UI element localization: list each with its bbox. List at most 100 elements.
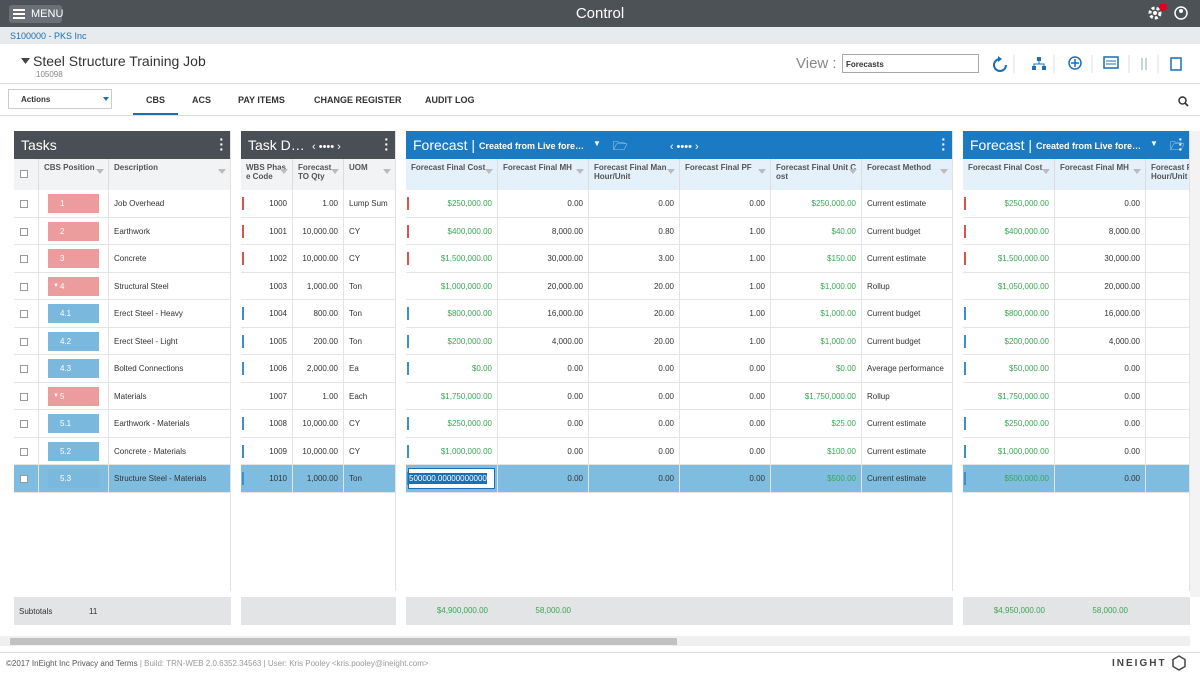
cell-text[interactable]: Current budget: [867, 309, 920, 318]
cell-text[interactable]: 1.00: [749, 282, 765, 291]
filter-icon[interactable]: [758, 169, 766, 178]
cell-text[interactable]: 3.00: [658, 254, 674, 263]
panel-subtitle[interactable]: Created from Live forecast: [1036, 141, 1146, 151]
cell-text[interactable]: CY: [349, 254, 360, 263]
cell-text[interactable]: 0.00: [658, 447, 674, 456]
cell-text[interactable]: $1,050,000.00: [998, 282, 1049, 291]
cell-text[interactable]: $250,000.00: [448, 419, 493, 428]
panel-menu[interactable]: ···: [219, 137, 224, 152]
cell-text[interactable]: Ton: [349, 282, 362, 291]
checkbox[interactable]: [20, 475, 28, 483]
cell-text[interactable]: $1,000,000.00: [441, 447, 492, 456]
filter-icon[interactable]: [1133, 169, 1141, 178]
cell-text[interactable]: $1,000.00: [820, 337, 856, 346]
cell-text[interactable]: Rollup: [867, 392, 890, 401]
cell-text[interactable]: 0.00: [749, 392, 765, 401]
checkbox[interactable]: [20, 283, 28, 291]
cell-text[interactable]: 1001: [269, 227, 287, 236]
cbs-position[interactable]: 3: [48, 249, 99, 268]
cell-text[interactable]: 0.00: [567, 419, 583, 428]
cell-text[interactable]: 1.00: [322, 199, 338, 208]
column-header[interactable]: Forecast Final MH: [1055, 159, 1146, 190]
cell-text[interactable]: Current budget: [867, 227, 920, 236]
checkbox[interactable]: [20, 393, 28, 401]
cell-text[interactable]: 0.00: [749, 419, 765, 428]
cell-text[interactable]: 0.00: [567, 447, 583, 456]
cell-text[interactable]: Average performance: [867, 364, 944, 373]
cell-text[interactable]: Current budget: [867, 337, 920, 346]
cell-text[interactable]: 0.00: [749, 474, 765, 483]
cell-text[interactable]: Materials: [114, 392, 146, 401]
cell-text[interactable]: 800.00: [314, 309, 338, 318]
cell-text[interactable]: CY: [349, 419, 360, 428]
toolbar-icons[interactable]: [990, 53, 1190, 75]
vertical-scrollbar[interactable]: [1190, 131, 1200, 597]
cell-text[interactable]: 1010: [269, 474, 287, 483]
filter-icon[interactable]: [218, 169, 226, 178]
cell-text[interactable]: Rollup: [867, 282, 890, 291]
cell-text[interactable]: $400,000.00: [448, 227, 493, 236]
cell-text[interactable]: 20,000.00: [547, 282, 583, 291]
checkbox[interactable]: [20, 448, 28, 456]
cell-text[interactable]: 30,000.00: [547, 254, 583, 263]
cell-text[interactable]: $1,500,000.00: [441, 254, 492, 263]
cbs-position[interactable]: ▼5: [48, 387, 99, 406]
filter-icon[interactable]: [485, 169, 493, 178]
cell-text[interactable]: $1,000.00: [820, 309, 856, 318]
cell-text[interactable]: 0.00: [1124, 419, 1140, 428]
column-header[interactable]: Description: [109, 159, 231, 190]
cell-text[interactable]: $1,750,000.00: [998, 392, 1049, 401]
cell-text[interactable]: $1,750,000.00: [441, 392, 492, 401]
cell-text[interactable]: 16,000.00: [547, 309, 583, 318]
scroll-thumb[interactable]: [10, 638, 677, 645]
cell-text[interactable]: 1.00: [749, 309, 765, 318]
cell-text[interactable]: 2,000.00: [307, 364, 338, 373]
cell-text[interactable]: $100.00: [827, 447, 856, 456]
cell-text[interactable]: 1000: [269, 199, 287, 208]
cell-text[interactable]: Structure Steel - Materials: [114, 474, 206, 483]
cell-text[interactable]: $1,750,000.00: [805, 392, 856, 401]
cell-text[interactable]: 1008: [269, 419, 287, 428]
tab[interactable]: AUDIT LOG: [425, 95, 475, 105]
checkbox[interactable]: [20, 255, 28, 263]
cell-text[interactable]: Erect Steel - Light: [114, 337, 178, 346]
cell-text[interactable]: $400,000.00: [1005, 227, 1050, 236]
column-header[interactable]: Forecast TO Qty: [293, 159, 344, 190]
cell-text[interactable]: $150.00: [827, 254, 856, 263]
cell-text[interactable]: 10,000.00: [302, 227, 338, 236]
cbs-position[interactable]: ▼4: [48, 277, 99, 296]
panel-nav[interactable]: ‹ •••• ›: [670, 141, 699, 153]
cell-text[interactable]: 20.00: [654, 309, 674, 318]
cell-text[interactable]: Current estimate: [867, 447, 926, 456]
cell-text[interactable]: Current estimate: [867, 254, 926, 263]
cell-text[interactable]: 0.00: [1124, 392, 1140, 401]
cell-text[interactable]: $1,500,000.00: [998, 254, 1049, 263]
cell-text[interactable]: 30,000.00: [1104, 254, 1140, 263]
cell-text[interactable]: 20,000.00: [1104, 282, 1140, 291]
column-header[interactable]: UOM: [344, 159, 396, 190]
cell-text[interactable]: Ea: [349, 364, 359, 373]
cell-text[interactable]: 1.00: [749, 337, 765, 346]
cell-text[interactable]: Current estimate: [867, 474, 926, 483]
cell-text[interactable]: Bolted Connections: [114, 364, 183, 373]
cell-text[interactable]: 4,000.00: [552, 337, 583, 346]
cbs-position[interactable]: 5.1: [48, 414, 99, 433]
panel-menu[interactable]: ···: [941, 137, 946, 152]
column-header[interactable]: [14, 159, 39, 190]
cell-text[interactable]: 0.00: [567, 474, 583, 483]
cell-text[interactable]: 1003: [269, 282, 287, 291]
filter-icon[interactable]: [280, 169, 288, 178]
cell-text[interactable]: 1007: [269, 392, 287, 401]
cell-text[interactable]: $0.00: [472, 364, 492, 373]
cell-text[interactable]: Concrete: [114, 254, 146, 263]
cell-text[interactable]: $200,000.00: [1005, 337, 1050, 346]
cell-text[interactable]: 0.00: [567, 364, 583, 373]
cell-text[interactable]: 0.00: [567, 199, 583, 208]
column-header[interactable]: WBS Phase Code: [241, 159, 293, 190]
cell-text[interactable]: 200.00: [314, 337, 338, 346]
cell-text[interactable]: 10,000.00: [302, 447, 338, 456]
column-header[interactable]: Forecast Final Cost: [406, 159, 498, 190]
checkbox[interactable]: [20, 228, 28, 236]
cell-text[interactable]: $250,000.00: [1005, 199, 1050, 208]
column-header[interactable]: Forecast Final MH: [498, 159, 589, 190]
